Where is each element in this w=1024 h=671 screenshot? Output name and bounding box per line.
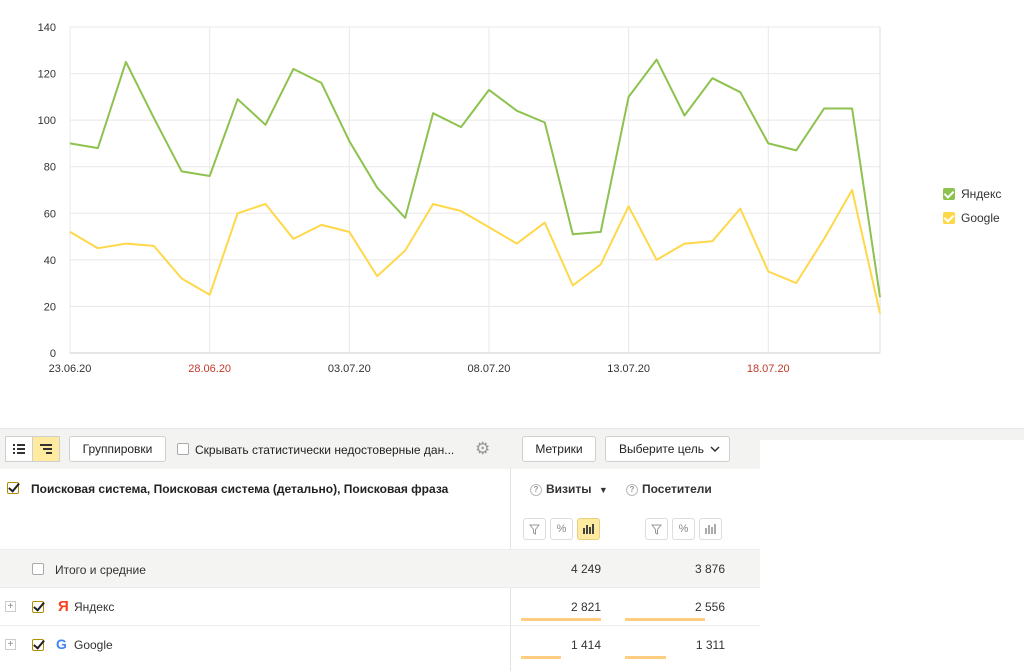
redacted-area	[760, 440, 1024, 671]
select-all-checkbox[interactable]	[7, 482, 19, 494]
row-checkbox[interactable]	[32, 639, 44, 651]
x-tick-label: 23.06.20	[49, 363, 92, 375]
visits-share-bar	[521, 656, 561, 659]
help-icon[interactable]: ?	[530, 483, 542, 496]
tree-view-button[interactable]	[32, 436, 60, 462]
goal-select[interactable]: Выберите цель	[605, 436, 730, 462]
total-visits: 4 249	[570, 562, 601, 576]
row-label: Яндекс	[74, 600, 115, 614]
column-header-visitors[interactable]: ? Посетители	[626, 482, 712, 496]
google-icon: G	[56, 636, 67, 652]
hide-unreliable-checkbox[interactable]	[177, 443, 189, 455]
y-tick-label: 40	[44, 255, 56, 267]
row-label: Google	[74, 638, 113, 652]
y-tick-label: 140	[38, 22, 56, 34]
table-header: Поисковая система, Поисковая система (де…	[0, 468, 1024, 548]
bar-chart-icon[interactable]	[699, 518, 722, 540]
y-tick-label: 20	[44, 301, 56, 313]
legend-item-google[interactable]: Google	[943, 206, 1001, 230]
y-tick-label: 80	[44, 162, 56, 174]
help-icon[interactable]: ?	[626, 483, 638, 496]
list-view-button[interactable]	[5, 436, 33, 462]
metrics-button[interactable]: Метрики	[522, 436, 596, 462]
visitors-share-bar	[625, 618, 705, 621]
x-tick-label: 13.07.20	[607, 363, 650, 375]
legend-label: Google	[961, 211, 1000, 225]
percent-icon[interactable]: %	[550, 518, 573, 540]
y-tick-label: 0	[50, 348, 56, 360]
row-checkbox[interactable]	[32, 601, 44, 613]
column-header-visits[interactable]: ? Визиты ▼	[530, 482, 608, 496]
tree-icon	[40, 444, 52, 454]
percent-icon[interactable]: %	[672, 518, 695, 540]
total-visitors: 3 876	[694, 562, 725, 576]
goal-select-value: Выберите цель	[619, 442, 705, 456]
legend-item-yandex[interactable]: Яндекс	[943, 182, 1001, 206]
series-line-google	[69, 189, 881, 314]
row-visits: 1 414	[570, 638, 601, 652]
table-row[interactable]: + Я Яндекс 2 821 2 556	[0, 587, 1024, 625]
table-row[interactable]: + G Google 1 414 1 311	[0, 625, 1024, 663]
gear-icon[interactable]: ⚙	[475, 439, 491, 458]
filter-icon[interactable]	[645, 518, 668, 540]
checkbox-icon[interactable]	[943, 212, 955, 224]
dimension-header[interactable]: Поисковая система, Поисковая система (де…	[31, 482, 449, 496]
total-label: Итого и средние	[55, 563, 146, 577]
bar-chart-icon[interactable]	[577, 518, 600, 540]
visits-share-bar	[521, 618, 601, 621]
y-tick-label: 120	[38, 69, 56, 81]
chart-legend: Яндекс Google	[943, 182, 1001, 230]
x-tick-label: 18.07.20	[747, 363, 790, 375]
legend-label: Яндекс	[961, 187, 1002, 201]
groupings-button[interactable]: Группировки	[69, 436, 166, 462]
x-tick-label: 28.06.20	[188, 363, 231, 375]
hide-unreliable-label: Скрывать статистически недостоверные дан…	[195, 443, 455, 457]
chevron-down-icon	[710, 446, 720, 452]
yandex-icon: Я	[58, 598, 69, 615]
checkbox-icon[interactable]	[943, 188, 955, 200]
sort-desc-icon: ▼	[598, 485, 608, 495]
row-visits: 2 821	[570, 600, 601, 614]
filter-icon[interactable]	[523, 518, 546, 540]
row-visitors: 1 311	[695, 638, 725, 652]
row-checkbox[interactable]	[32, 563, 44, 575]
y-tick-label: 60	[44, 208, 56, 220]
expand-icon[interactable]: +	[5, 601, 16, 612]
line-chart: 0 20 40 60 80 100 120 140 23.06.20 28.06.20 03.07.…	[38, 22, 881, 375]
series-line-yandex	[69, 58, 881, 298]
y-tick-label: 100	[38, 115, 56, 127]
row-visitors: 2 556	[694, 600, 725, 614]
x-tick-label: 03.07.20	[328, 363, 371, 375]
list-icon	[13, 444, 25, 454]
expand-icon[interactable]: +	[5, 639, 16, 650]
x-tick-label: 08.07.20	[468, 363, 511, 375]
visitors-share-bar	[625, 656, 666, 659]
